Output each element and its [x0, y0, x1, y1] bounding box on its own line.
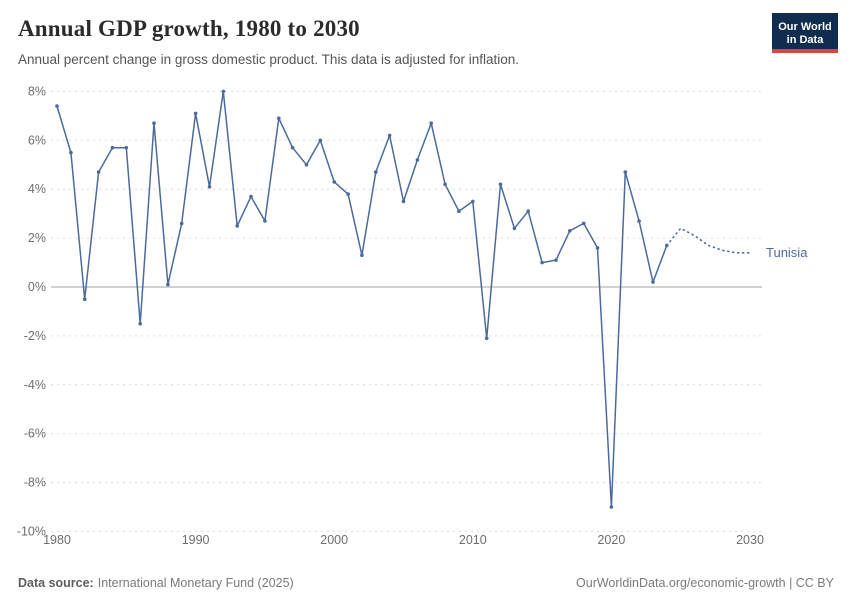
- data-point: [401, 199, 406, 204]
- data-point: [110, 145, 115, 150]
- data-point: [263, 219, 267, 223]
- owid-logo-red-bar: [772, 49, 838, 53]
- data-point: [207, 185, 212, 189]
- data-point: [637, 219, 641, 223]
- y-tick-label: 2%: [28, 231, 46, 245]
- data-point: [665, 243, 669, 248]
- attribution-link[interactable]: OurWorldinData.org/economic-growth | CC …: [576, 576, 834, 590]
- data-point: [346, 192, 350, 196]
- data-point: [360, 253, 364, 257]
- data-point: [374, 170, 378, 174]
- y-tick-label: 0%: [28, 280, 46, 294]
- owid-logo-line2: in Data: [786, 33, 824, 46]
- data-point: [623, 170, 628, 174]
- data-point: [581, 221, 586, 226]
- x-tick-label: 2000: [320, 533, 348, 547]
- chart-area[interactable]: 8% 6% 4% 2% 0% -2% -4% -6% -8% -10% 1980 1990 2000 20…: [0, 80, 850, 558]
- series-line: [56, 90, 668, 508]
- data-point: [429, 121, 434, 125]
- data-point: [193, 111, 198, 116]
- y-tick-label: 6%: [28, 133, 46, 147]
- y-tick-label: -10%: [17, 524, 46, 538]
- data-point: [290, 145, 295, 150]
- data-point: [69, 150, 73, 155]
- data-point: [124, 145, 129, 150]
- data-point: [415, 158, 420, 162]
- chart-footer: Data source: International Monetary Fund …: [0, 566, 850, 600]
- data-point: [55, 104, 59, 108]
- data-point: [221, 89, 226, 94]
- data-point: [166, 282, 170, 287]
- x-tick-label: 2010: [459, 533, 487, 547]
- page-subtitle: Annual percent change in gross domestic …: [18, 52, 520, 67]
- y-tick-label: -2%: [24, 329, 46, 343]
- data-point: [568, 229, 572, 233]
- data-point: [471, 199, 475, 204]
- data-point: [498, 182, 503, 187]
- series-projection-line: [665, 227, 751, 254]
- x-tick-label: 2030: [736, 533, 764, 547]
- data-point: [457, 209, 461, 213]
- data-point: [595, 246, 600, 250]
- owid-logo-line1: Our World: [778, 20, 832, 33]
- data-point: [484, 336, 489, 341]
- data-point: [526, 209, 530, 213]
- x-tick-label: 1980: [43, 533, 71, 547]
- data-point: [387, 133, 392, 138]
- data-point: [82, 297, 87, 301]
- chart-canvas[interactable]: 8% 6% 4% 2% 0% -2% -4% -6% -8% -10%1980 1990 2000 20…: [0, 80, 850, 558]
- y-tick-label: 4%: [28, 182, 46, 196]
- owid-logo[interactable]: Our World in Data: [772, 13, 838, 53]
- y-tick-label: -4%: [24, 378, 46, 392]
- y-tick-label: -6%: [24, 427, 46, 441]
- page-title: Annual GDP growth, 1980 to 2030: [18, 16, 360, 41]
- x-tick-label: 1990: [182, 533, 210, 547]
- data-source-value: International Monetary Fund (2025): [97, 576, 294, 590]
- data-point: [651, 280, 655, 284]
- data-point: [249, 194, 253, 199]
- data-point: [138, 321, 142, 326]
- data-point: [277, 116, 281, 121]
- data-point: [332, 180, 337, 184]
- series-label-tunisia[interactable]: Tunisia: [766, 245, 808, 260]
- data-point: [96, 170, 101, 174]
- data-point: [152, 121, 156, 125]
- y-tick-label: 8%: [28, 84, 46, 98]
- data-source: Data source: International Monetary Fund …: [18, 576, 294, 590]
- data-point: [304, 163, 309, 167]
- data-point: [318, 138, 323, 143]
- data-point: [512, 226, 517, 231]
- data-point: [443, 182, 447, 187]
- data-point: [609, 505, 614, 509]
- data-point: [540, 260, 544, 265]
- x-tick-label: 2020: [597, 533, 625, 547]
- data-point: [235, 224, 239, 228]
- data-point: [554, 258, 558, 262]
- data-source-label: Data source:: [18, 576, 94, 590]
- data-point: [179, 221, 184, 226]
- y-tick-label: -8%: [24, 476, 46, 490]
